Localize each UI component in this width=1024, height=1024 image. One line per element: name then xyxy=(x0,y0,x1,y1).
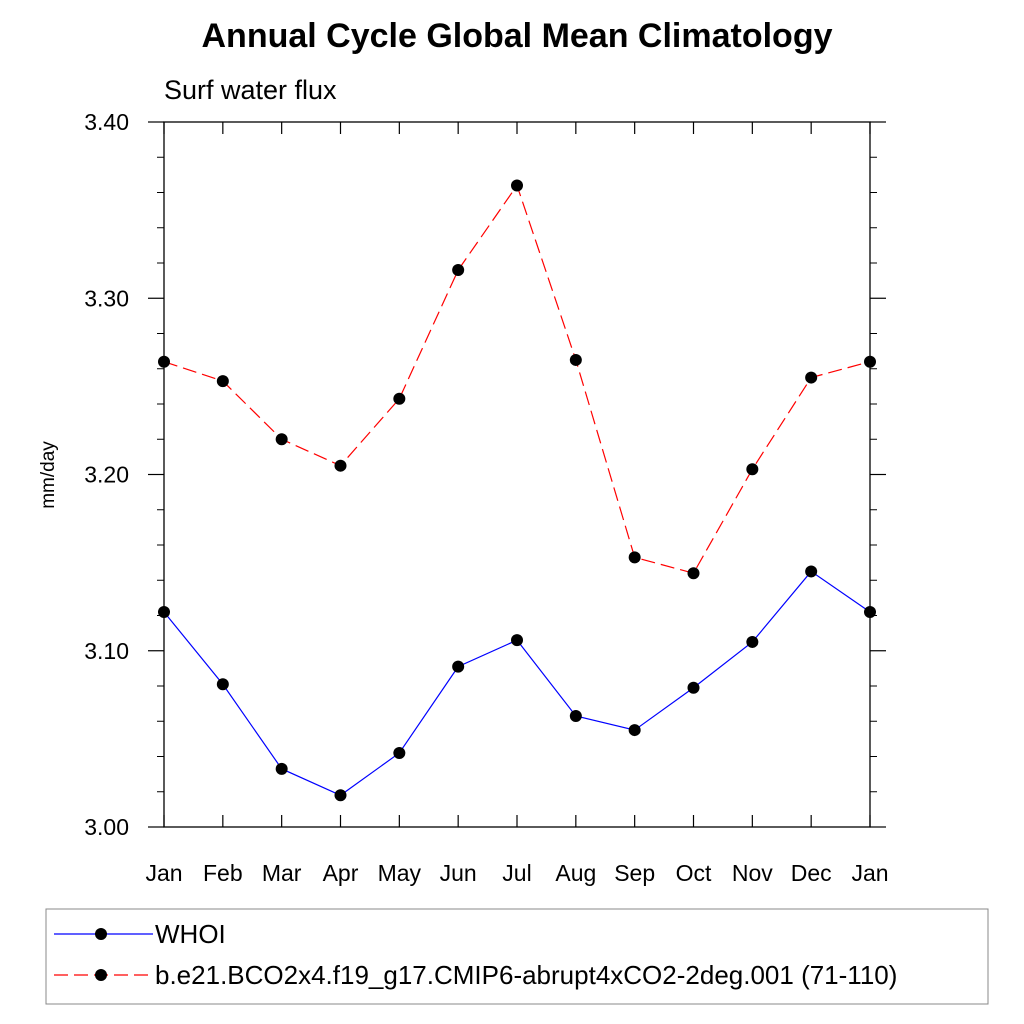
data-point xyxy=(158,355,170,368)
y-tick-label: 3.10 xyxy=(84,638,129,664)
series-line-1 xyxy=(163,184,871,574)
data-point xyxy=(216,678,229,691)
plot-frame xyxy=(163,121,871,828)
data-point xyxy=(158,605,170,618)
data-point xyxy=(275,762,288,775)
x-tick-label: Jan xyxy=(145,860,182,886)
y-tick-label: 3.40 xyxy=(84,109,129,135)
y-tick-label: 3.20 xyxy=(84,462,129,488)
x-tick-label: Oct xyxy=(676,860,712,886)
data-point xyxy=(628,724,641,737)
y-ticks: 3.00 3.10 3.20 3.30 3.40 xyxy=(84,109,886,840)
x-tick-label: May xyxy=(378,860,422,886)
legend-marker xyxy=(95,928,107,940)
y-tick-label: 3.30 xyxy=(84,285,129,311)
x-tick-label: Apr xyxy=(323,860,359,886)
x-tick-label: Dec xyxy=(791,860,832,886)
x-tick-label: Aug xyxy=(555,860,596,886)
x-tick-label: Jan xyxy=(851,860,888,886)
y-axis-label: mm/day xyxy=(38,441,59,509)
legend-marker xyxy=(95,969,107,981)
x-tick-label: Feb xyxy=(203,860,243,886)
data-point xyxy=(746,635,759,648)
x-tick-label: Jun xyxy=(440,860,477,886)
data-point xyxy=(569,709,582,722)
series-lines xyxy=(163,184,871,796)
y-tick-label: 3.00 xyxy=(84,814,129,840)
data-point xyxy=(275,433,288,446)
data-point xyxy=(628,551,641,564)
legend-label: WHOI xyxy=(155,919,226,949)
legend-box xyxy=(45,908,989,1005)
data-point xyxy=(569,353,582,366)
x-tick-label: Mar xyxy=(262,860,302,886)
data-point xyxy=(864,605,876,618)
data-point xyxy=(452,660,465,673)
data-point xyxy=(452,264,465,277)
x-tick-label: Jul xyxy=(502,860,531,886)
legend: WHOI b.e21.BCO2x4.f19_g17.CMIP6-abrupt4xC… xyxy=(45,908,989,1005)
data-point xyxy=(334,459,347,472)
data-point xyxy=(805,565,818,578)
legend-label: b.e21.BCO2x4.f19_g17.CMIP6-abrupt4xCO2-2… xyxy=(155,960,897,990)
data-point xyxy=(805,371,818,384)
x-ticks: Jan Feb Mar Apr May Jun Jul Aug Sep Oct Nov Dec Jan xyxy=(145,122,889,886)
chart-subtitle: Surf water flux xyxy=(164,75,337,105)
series-points xyxy=(158,179,876,802)
data-point xyxy=(687,681,700,694)
data-point xyxy=(687,567,700,580)
chart-title: Annual Cycle Global Mean Climatology xyxy=(202,17,833,55)
data-point xyxy=(746,463,759,476)
series-line-0 xyxy=(163,570,871,796)
data-point xyxy=(334,789,347,802)
x-tick-label: Sep xyxy=(614,860,655,886)
x-tick-label: Nov xyxy=(732,860,773,886)
data-point xyxy=(216,375,229,388)
data-point xyxy=(864,355,876,368)
data-point xyxy=(393,392,406,405)
data-point xyxy=(511,179,523,192)
data-point xyxy=(393,746,406,759)
data-point xyxy=(511,634,523,647)
